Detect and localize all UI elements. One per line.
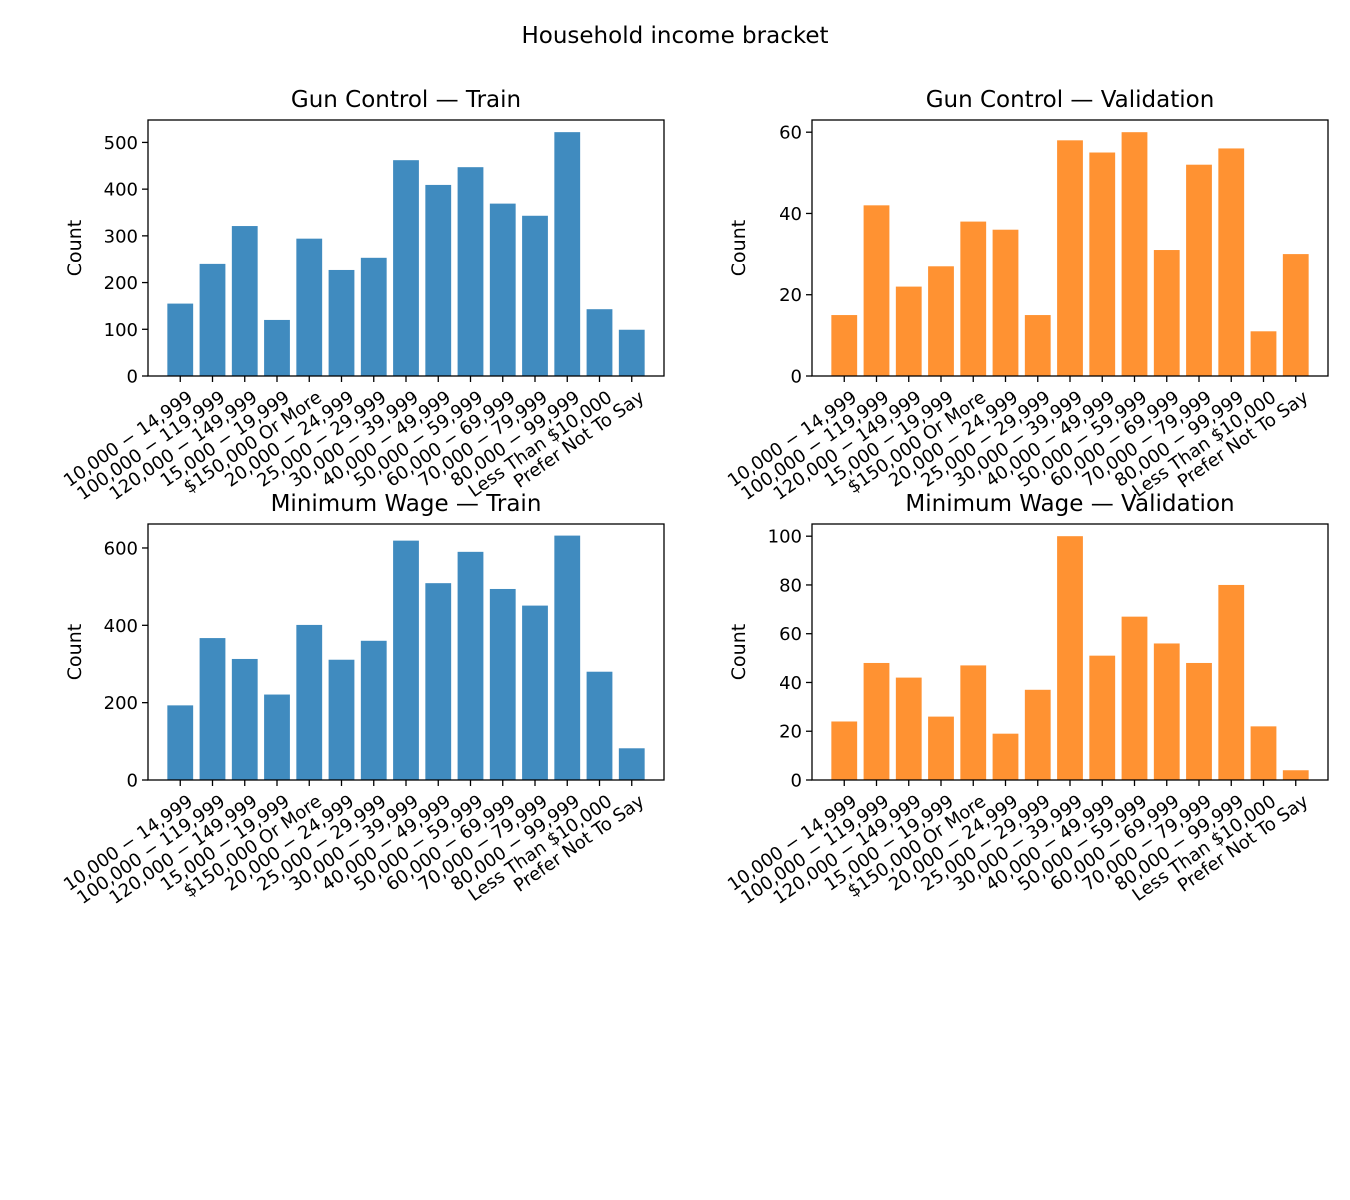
chart-gun-control-train-bar-4 bbox=[296, 238, 323, 376]
chart-gun-control-validation-bar-1 bbox=[863, 205, 890, 376]
chart-minimum-wage-validation-bar-14 bbox=[1282, 770, 1309, 780]
chart-gun-control-validation-bar-0 bbox=[831, 315, 858, 376]
figure-title: Household income bracket bbox=[521, 23, 828, 49]
chart-minimum-wage-validation-bar-4 bbox=[960, 665, 987, 780]
chart-gun-control-train-bar-10 bbox=[489, 203, 516, 376]
chart-gun-control-validation-bar-3 bbox=[928, 266, 954, 376]
chart-minimum-wage-train-bar-1 bbox=[199, 638, 226, 780]
chart-minimum-wage-validation-ytick-label-2: 40 bbox=[779, 673, 802, 694]
chart-minimum-wage-train-ytick-label-1: 200 bbox=[104, 693, 138, 714]
chart-gun-control-validation-bar-10 bbox=[1153, 250, 1180, 376]
chart-gun-control-train-bar-14 bbox=[618, 329, 645, 376]
chart-gun-control-validation-bar-11 bbox=[1186, 164, 1212, 376]
chart-gun-control-validation-bar-5 bbox=[992, 229, 1019, 376]
chart-gun-control-train-title: Gun Control — Train bbox=[291, 87, 521, 113]
chart-minimum-wage-validation-bar-6 bbox=[1024, 689, 1051, 780]
chart-gun-control-train-bar-2 bbox=[231, 226, 258, 376]
chart-gun-control-train-ytick-label-3: 300 bbox=[104, 226, 138, 247]
chart-minimum-wage-validation-ytick-label-1: 20 bbox=[779, 722, 802, 743]
chart-gun-control-train-bar-0 bbox=[167, 303, 194, 376]
chart-gun-control-validation-ytick-label-0: 0 bbox=[791, 367, 802, 388]
chart-minimum-wage-validation-ytick-label-0: 0 bbox=[791, 771, 802, 792]
chart-gun-control-validation-bar-2 bbox=[895, 286, 922, 376]
chart-gun-control-train-ytick-label-1: 100 bbox=[104, 320, 138, 341]
chart-gun-control-train-ytick-label-2: 200 bbox=[104, 273, 138, 294]
chart-gun-control-validation-bar-8 bbox=[1089, 152, 1116, 376]
chart-gun-control-validation-bar-7 bbox=[1057, 140, 1083, 376]
chart-minimum-wage-validation-bar-10 bbox=[1153, 643, 1180, 780]
chart-minimum-wage-train-ytick-label-0: 0 bbox=[127, 771, 138, 792]
chart-gun-control-validation-ytick-label-3: 60 bbox=[779, 123, 802, 144]
chart-gun-control-train-ytick-label-4: 400 bbox=[104, 180, 138, 201]
chart-minimum-wage-train-ylabel: Count bbox=[64, 624, 86, 680]
chart-minimum-wage-validation-ytick-label-4: 80 bbox=[779, 575, 802, 596]
chart-gun-control-train-bar-7 bbox=[393, 160, 419, 376]
chart-minimum-wage-validation-bar-12 bbox=[1218, 584, 1245, 780]
chart-minimum-wage-train-bar-2 bbox=[231, 658, 258, 780]
chart-minimum-wage-validation-bar-13 bbox=[1250, 726, 1277, 780]
chart-gun-control-train-bar-5 bbox=[328, 269, 355, 376]
chart-gun-control-train-bar-3 bbox=[264, 319, 290, 376]
chart-gun-control-train-ytick-label-5: 500 bbox=[104, 133, 138, 154]
chart-gun-control-validation-bar-4 bbox=[960, 221, 987, 376]
chart-minimum-wage-train-bar-0 bbox=[167, 705, 194, 780]
chart-minimum-wage-train-bar-7 bbox=[393, 540, 419, 780]
chart-minimum-wage-validation-ytick-label-3: 60 bbox=[779, 624, 802, 645]
chart-gun-control-validation-ylabel: Count bbox=[728, 220, 750, 276]
chart-minimum-wage-validation-bar-11 bbox=[1186, 662, 1212, 780]
chart-gun-control-train-bar-9 bbox=[457, 167, 484, 376]
chart-gun-control-validation-bar-12 bbox=[1218, 148, 1245, 376]
chart-gun-control-train-bar-6 bbox=[360, 257, 387, 376]
chart-minimum-wage-train-bar-6 bbox=[360, 640, 387, 780]
chart-gun-control-validation-bar-9 bbox=[1121, 132, 1148, 376]
chart-gun-control-train-bar-13 bbox=[586, 309, 613, 376]
chart-minimum-wage-validation-bar-3 bbox=[928, 716, 954, 780]
chart-gun-control-validation-bar-13 bbox=[1250, 331, 1277, 376]
chart-minimum-wage-validation-bar-2 bbox=[895, 677, 922, 780]
chart-minimum-wage-validation-bar-0 bbox=[831, 721, 858, 780]
chart-minimum-wage-train-title: Minimum Wage — Train bbox=[271, 491, 542, 517]
chart-minimum-wage-train-bar-10 bbox=[489, 588, 516, 780]
chart-gun-control-train-ylabel: Count bbox=[64, 220, 86, 276]
chart-gun-control-train-ytick-label-0: 0 bbox=[127, 367, 138, 388]
chart-minimum-wage-train-bar-4 bbox=[296, 624, 323, 780]
chart-minimum-wage-validation-bar-1 bbox=[863, 662, 890, 780]
chart-minimum-wage-validation-bar-9 bbox=[1121, 616, 1148, 780]
chart-minimum-wage-train-bar-13 bbox=[586, 671, 613, 780]
chart-minimum-wage-train-bar-12 bbox=[554, 535, 581, 780]
chart-minimum-wage-train-bar-3 bbox=[264, 694, 290, 780]
chart-minimum-wage-train-bar-5 bbox=[328, 659, 355, 780]
chart-minimum-wage-validation-bar-5 bbox=[992, 733, 1019, 780]
chart-gun-control-validation-title: Gun Control — Validation bbox=[926, 87, 1215, 113]
chart-minimum-wage-train-ytick-label-2: 400 bbox=[104, 616, 138, 637]
chart-minimum-wage-train-bar-14 bbox=[618, 748, 645, 780]
chart-gun-control-train-bar-11 bbox=[522, 215, 548, 376]
chart-gun-control-train-bar-8 bbox=[425, 184, 452, 376]
chart-minimum-wage-train-ytick-label-3: 600 bbox=[104, 538, 138, 559]
chart-gun-control-train-bar-1 bbox=[199, 263, 226, 376]
chart-minimum-wage-validation-bar-7 bbox=[1057, 536, 1083, 780]
chart-gun-control-validation-ytick-label-1: 20 bbox=[779, 285, 802, 306]
chart-minimum-wage-train-bar-11 bbox=[522, 605, 548, 780]
chart-minimum-wage-validation-ylabel: Count bbox=[728, 624, 750, 680]
chart-minimum-wage-validation-title: Minimum Wage — Validation bbox=[905, 491, 1234, 517]
chart-gun-control-validation-bar-6 bbox=[1024, 315, 1051, 376]
chart-gun-control-train-bar-12 bbox=[554, 132, 581, 376]
chart-minimum-wage-train-bar-9 bbox=[457, 551, 484, 780]
chart-minimum-wage-train-bar-8 bbox=[425, 583, 452, 780]
chart-gun-control-validation-ytick-label-2: 40 bbox=[779, 204, 802, 225]
chart-minimum-wage-validation-bar-8 bbox=[1089, 655, 1116, 780]
chart-minimum-wage-validation-ytick-label-5: 100 bbox=[768, 527, 802, 548]
chart-gun-control-validation-bar-14 bbox=[1282, 254, 1309, 376]
